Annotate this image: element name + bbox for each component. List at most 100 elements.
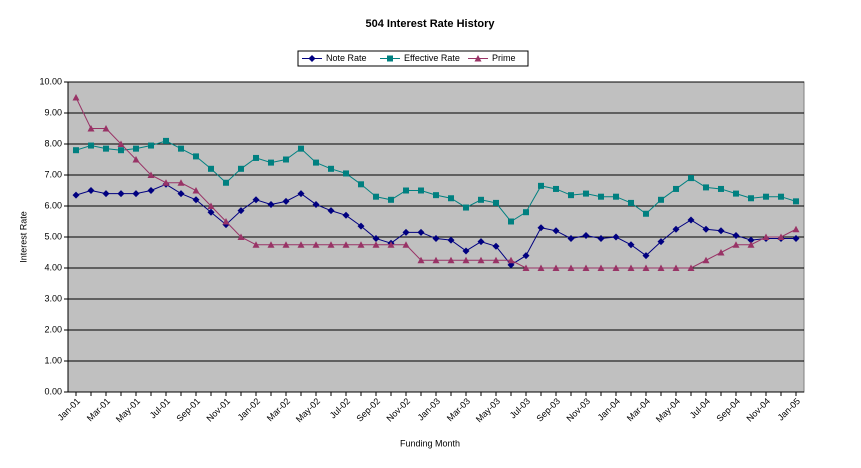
x-tick-label: Sep-03 bbox=[534, 396, 562, 424]
y-tick-label: 7.00 bbox=[44, 169, 62, 179]
x-tick-label: Jan-04 bbox=[596, 396, 623, 423]
x-tick-label: Jan-03 bbox=[416, 396, 443, 423]
chart-title: 504 Interest Rate History bbox=[366, 18, 496, 30]
data-point bbox=[433, 192, 439, 199]
data-point bbox=[493, 199, 499, 206]
data-point bbox=[492, 242, 500, 250]
data-point bbox=[522, 264, 530, 271]
y-tick-label: 0.00 bbox=[44, 386, 62, 396]
data-point bbox=[267, 241, 275, 248]
data-point bbox=[147, 187, 155, 194]
data-point bbox=[327, 241, 335, 248]
y-tick-label: 6.00 bbox=[44, 200, 62, 210]
x-tick-label: May-01 bbox=[114, 396, 142, 424]
data-point bbox=[343, 170, 349, 177]
data-point bbox=[717, 249, 725, 256]
data-point bbox=[672, 264, 680, 271]
data-point bbox=[178, 145, 184, 152]
data-point bbox=[687, 264, 695, 271]
data-point bbox=[567, 264, 575, 271]
data-point bbox=[117, 190, 125, 198]
data-point bbox=[538, 182, 544, 189]
data-point bbox=[253, 154, 259, 161]
data-point bbox=[223, 179, 229, 186]
data-point bbox=[222, 218, 230, 225]
data-point bbox=[193, 153, 199, 160]
data-point bbox=[688, 175, 694, 182]
data-point bbox=[672, 225, 680, 233]
legend-marker bbox=[308, 55, 316, 62]
data-point bbox=[297, 241, 305, 248]
data-point bbox=[597, 264, 605, 271]
x-tick-label: Sep-01 bbox=[174, 396, 202, 424]
data-point bbox=[402, 241, 410, 248]
legend-marker bbox=[387, 55, 393, 62]
x-tick-label: Sep-02 bbox=[354, 396, 382, 424]
data-point bbox=[103, 145, 109, 152]
data-point bbox=[508, 218, 514, 225]
data-point bbox=[297, 190, 305, 198]
x-axis-label: Funding Month bbox=[400, 438, 460, 448]
data-point bbox=[733, 190, 739, 197]
data-point bbox=[207, 202, 215, 209]
data-point bbox=[283, 156, 289, 163]
data-point bbox=[703, 184, 709, 191]
data-point bbox=[778, 193, 784, 200]
data-point bbox=[448, 195, 454, 202]
data-point bbox=[687, 216, 695, 224]
data-point bbox=[582, 231, 590, 239]
data-point bbox=[177, 179, 185, 186]
data-point bbox=[72, 94, 80, 101]
data-point bbox=[192, 187, 200, 194]
x-tick-label: Jul-03 bbox=[508, 396, 532, 420]
x-tick-label: Sep-04 bbox=[714, 396, 742, 424]
data-point bbox=[462, 247, 470, 255]
data-point bbox=[328, 165, 334, 172]
data-point bbox=[732, 241, 740, 248]
x-tick-label: Nov-02 bbox=[385, 396, 413, 424]
data-point bbox=[718, 185, 724, 192]
data-point bbox=[702, 256, 710, 264]
data-point bbox=[252, 196, 260, 204]
data-point bbox=[507, 256, 515, 264]
data-point bbox=[567, 235, 575, 243]
x-tick-label: Nov-04 bbox=[745, 396, 773, 424]
data-point bbox=[657, 264, 665, 271]
x-tick-label: Nov-01 bbox=[205, 396, 233, 424]
x-tick-label: Jan-05 bbox=[776, 396, 803, 423]
data-point bbox=[298, 145, 304, 152]
y-tick-label: 10.00 bbox=[39, 76, 62, 86]
data-point bbox=[627, 241, 635, 249]
data-point bbox=[432, 235, 440, 243]
data-point bbox=[417, 228, 425, 236]
data-point bbox=[87, 125, 95, 132]
data-point bbox=[642, 264, 650, 271]
data-point bbox=[762, 233, 770, 240]
data-point bbox=[118, 147, 124, 154]
data-point bbox=[357, 222, 365, 230]
data-point bbox=[192, 196, 200, 204]
data-point bbox=[388, 196, 394, 203]
y-tick-label: 9.00 bbox=[44, 107, 62, 117]
data-point bbox=[612, 264, 620, 271]
x-tick-label: Mar-01 bbox=[85, 396, 112, 423]
data-point bbox=[238, 165, 244, 172]
data-point bbox=[312, 241, 320, 248]
x-tick-label: Mar-04 bbox=[625, 396, 652, 423]
data-point bbox=[252, 241, 260, 248]
data-point bbox=[792, 235, 800, 243]
data-point bbox=[477, 238, 485, 246]
data-point bbox=[702, 225, 710, 233]
data-point bbox=[612, 233, 620, 241]
data-point bbox=[402, 228, 410, 236]
data-point bbox=[148, 142, 154, 149]
data-point bbox=[417, 256, 425, 264]
y-tick-label: 5.00 bbox=[44, 231, 62, 241]
data-point bbox=[72, 191, 80, 199]
data-point bbox=[132, 190, 140, 198]
data-point bbox=[553, 185, 559, 192]
data-point bbox=[282, 241, 290, 248]
data-point bbox=[237, 207, 245, 215]
data-point bbox=[477, 256, 485, 264]
